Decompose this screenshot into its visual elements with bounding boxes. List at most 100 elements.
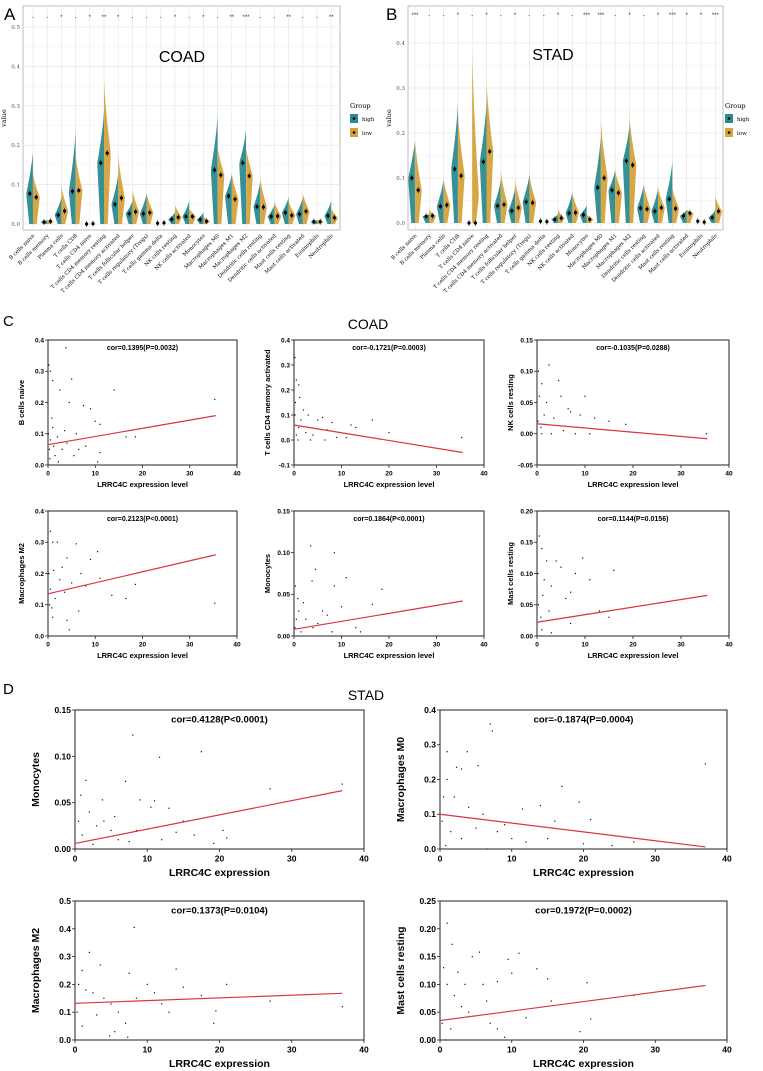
correlation-annotation: cor=0.1864(P<0.0001)	[353, 516, 424, 523]
mean-point-high	[424, 214, 428, 218]
data-point	[579, 1031, 581, 1033]
data-point	[161, 1003, 163, 1005]
data-point	[66, 619, 68, 621]
mean-point-high	[56, 213, 60, 217]
data-point	[193, 834, 195, 836]
violin-half-high	[594, 136, 601, 223]
data-point	[73, 455, 75, 457]
violin-half-high	[26, 152, 33, 224]
data-point	[550, 1000, 552, 1002]
y-tick-label: 0.0	[59, 1035, 71, 1045]
data-point	[85, 989, 87, 991]
y-tick-label: 0.05	[520, 602, 533, 609]
x-tick-label: 40	[359, 854, 369, 864]
data-point	[561, 785, 563, 788]
data-point	[445, 844, 447, 847]
x-tick-label: 30	[677, 471, 685, 478]
data-point	[503, 1036, 506, 1038]
data-point	[63, 591, 66, 593]
y-tick-label: 0.3	[59, 952, 71, 962]
data-point	[496, 1028, 498, 1030]
data-point	[547, 837, 549, 840]
data-point	[546, 401, 548, 404]
y-axis-label: NK cells resting	[506, 374, 515, 431]
mean-point-low	[48, 219, 53, 223]
data-point	[134, 583, 137, 586]
x-tick-label: 20	[629, 642, 637, 649]
data-point	[48, 364, 50, 366]
data-point	[539, 804, 542, 807]
data-point	[168, 807, 170, 809]
data-point	[54, 597, 56, 600]
data-point	[541, 547, 543, 550]
data-point	[553, 417, 555, 419]
mean-point-low	[190, 214, 194, 219]
data-point	[222, 829, 224, 832]
mean-point-high	[326, 214, 330, 218]
data-point	[311, 580, 313, 582]
data-point	[317, 622, 319, 625]
x-axis-label: LRRC4C expression level	[97, 651, 188, 660]
y-tick-label: 0.1	[35, 602, 44, 609]
data-point	[468, 1011, 470, 1013]
violin-half-high	[494, 179, 501, 223]
x-tick-label: 30	[433, 642, 441, 649]
y-axis-label: Mast cells resting	[506, 542, 515, 605]
correlation-annotation: cor=0.2123(P<0.0001)	[107, 516, 178, 523]
plot-frame	[439, 900, 728, 1041]
significance-label: -	[273, 15, 275, 21]
x-axis-label: LRRC4C expression	[169, 867, 270, 879]
significance-label: -	[528, 13, 530, 19]
data-point	[546, 560, 548, 562]
significance-label: *	[117, 15, 120, 21]
legend-title: Group	[350, 102, 371, 110]
mean-point-high	[198, 218, 202, 222]
data-point	[453, 796, 455, 798]
y-tick-label: 0.00	[520, 431, 533, 438]
data-point	[590, 818, 592, 821]
x-tick-label: 10	[581, 471, 589, 478]
data-point	[68, 629, 70, 631]
violin-half-low	[629, 115, 637, 223]
legend-label-low: low	[362, 131, 372, 137]
y-tick-label: 0.25	[419, 896, 436, 906]
mean-point-high	[227, 194, 231, 198]
data-point	[78, 610, 80, 612]
data-point	[52, 380, 54, 382]
data-point	[466, 751, 468, 753]
mean-point-high	[127, 212, 131, 216]
violin-half-high	[324, 200, 332, 224]
violin-half-high	[622, 124, 630, 223]
mean-point-high	[681, 214, 686, 218]
data-point	[578, 801, 580, 803]
data-point	[582, 843, 585, 845]
mean-point-high	[596, 185, 600, 190]
y-axis-label: Macrophages M2	[30, 928, 42, 1013]
y-tick-label: 0.15	[277, 508, 290, 515]
data-point	[150, 806, 152, 808]
data-point	[446, 778, 448, 781]
y-axis-label: value	[0, 109, 8, 128]
data-point	[540, 616, 542, 618]
scatter-chart-c-2: -0.1 0.0 0.1 0.2 0.3 0.4 0 10 20 30 40 cor=-0.1721(…	[263, 337, 488, 489]
significance-label: -	[160, 15, 162, 21]
mean-point-high	[710, 216, 714, 220]
significance-label: -	[643, 13, 645, 19]
plot-frame	[47, 510, 238, 637]
data-point	[611, 844, 613, 847]
data-point	[109, 1035, 111, 1037]
legend-marker	[727, 131, 731, 134]
significance-label: -	[614, 13, 616, 19]
data-point	[608, 420, 610, 422]
data-point	[134, 436, 137, 438]
data-point	[92, 843, 94, 845]
plot-frame	[74, 900, 365, 1041]
mean-point-low	[631, 163, 635, 167]
x-tick-label: 30	[186, 642, 194, 649]
data-point	[298, 384, 300, 386]
violin-half-high	[665, 160, 673, 223]
mean-point-high	[255, 205, 259, 209]
violin-half-high	[139, 192, 147, 224]
data-point	[538, 395, 540, 397]
significance-label: *	[485, 13, 488, 19]
